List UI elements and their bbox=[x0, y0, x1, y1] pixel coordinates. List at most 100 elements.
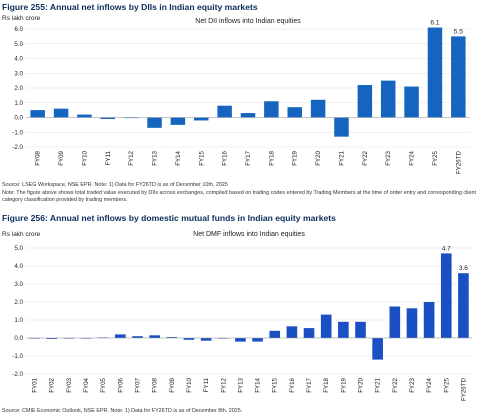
x-tick-label: FY16 bbox=[222, 150, 229, 165]
x-tick-label: FY08 bbox=[35, 150, 42, 165]
bar-fy16 bbox=[286, 326, 298, 338]
x-tick-label: FY19 bbox=[340, 377, 347, 392]
bar-fy20 bbox=[355, 321, 366, 338]
dmf-inflows-chart: Rs lakh crore Net DMF inflows into Indian… bbox=[2, 231, 472, 401]
bar-fy02 bbox=[46, 338, 58, 339]
y-tick-label: 6.0 bbox=[14, 26, 23, 33]
x-tick-label: FY15 bbox=[272, 377, 279, 392]
x-tick-label: FY07 bbox=[135, 377, 142, 392]
bar-fy17 bbox=[303, 328, 315, 338]
bar-fy15 bbox=[269, 330, 281, 338]
x-tick-label: FY10 bbox=[81, 150, 88, 165]
x-tick-label: FY16 bbox=[289, 377, 296, 392]
y-tick-label: 2.0 bbox=[14, 85, 23, 92]
x-tick-label: FY10 bbox=[186, 377, 193, 392]
x-tick-label: FY03 bbox=[66, 377, 73, 392]
bar-fy08 bbox=[30, 110, 45, 118]
y-tick-label: 5.0 bbox=[14, 41, 23, 48]
bar-fy22 bbox=[389, 306, 401, 338]
y-tick-label: -2.0 bbox=[12, 371, 23, 378]
x-tick-label: FY11 bbox=[105, 150, 112, 165]
bar-fy08 bbox=[149, 335, 160, 338]
bar-fy24 bbox=[423, 302, 435, 338]
bar-fy26td bbox=[458, 273, 469, 338]
x-tick-label: FY25 bbox=[443, 377, 450, 392]
y-axis-unit-label: Rs lakh crore bbox=[2, 231, 41, 238]
chart-title: Net DII inflows into Indian equities bbox=[195, 18, 301, 25]
bar-fy19 bbox=[287, 107, 302, 118]
x-tick-label: FY20 bbox=[315, 150, 322, 165]
bar-fy26td bbox=[451, 36, 466, 118]
x-tick-label: FY18 bbox=[268, 150, 275, 165]
bar-fy23 bbox=[380, 80, 396, 118]
x-tick-label: FY14 bbox=[255, 377, 262, 392]
figure-256-title: Figure 256: Annual net inflows by domest… bbox=[2, 213, 336, 223]
x-tick-label: FY24 bbox=[409, 150, 416, 165]
figure-255-title: Figure 255: Annual net inflows by DIIs i… bbox=[2, 2, 258, 12]
bar-fy07 bbox=[132, 336, 143, 338]
bar-fy21 bbox=[372, 338, 383, 360]
bar-fy19 bbox=[338, 321, 349, 338]
x-tick-label: FY18 bbox=[323, 377, 330, 392]
x-tick-label: FY09 bbox=[169, 377, 176, 392]
y-tick-label: 3.0 bbox=[14, 281, 23, 288]
y-tick-label: 4.0 bbox=[14, 56, 23, 63]
bar-fy10 bbox=[77, 114, 92, 118]
x-tick-label: FY17 bbox=[245, 150, 252, 165]
bar-fy15 bbox=[194, 117, 209, 121]
figure-255-source: Source: LSEG Workspace, NSE EPR. Note: 1… bbox=[2, 182, 228, 188]
y-tick-label: 0.0 bbox=[14, 115, 23, 122]
x-tick-label: FY21 bbox=[375, 377, 382, 392]
x-tick-label: FY09 bbox=[58, 150, 65, 165]
x-tick-label: FY23 bbox=[385, 150, 392, 165]
x-tick-label: FY20 bbox=[358, 377, 365, 392]
x-tick-label: FY19 bbox=[292, 150, 299, 165]
y-axis-unit-label: Rs lakh crore bbox=[2, 15, 41, 22]
bar-fy13 bbox=[235, 338, 246, 342]
dii-inflows-chart: Rs lakh crore Net DII inflows into Indian… bbox=[2, 15, 470, 174]
data-label: 4.7 bbox=[442, 245, 451, 252]
y-tick-label: 0.0 bbox=[14, 335, 23, 342]
bar-fy21 bbox=[334, 117, 349, 137]
bar-fy09 bbox=[166, 337, 178, 338]
data-label: 5.5 bbox=[454, 28, 463, 35]
x-tick-label: FY26TD bbox=[455, 150, 462, 174]
x-tick-label: FY13 bbox=[237, 377, 244, 392]
bar-fy20 bbox=[310, 99, 326, 118]
bar-fy10 bbox=[183, 338, 195, 340]
x-tick-label: FY11 bbox=[203, 377, 210, 392]
y-tick-label: -2.0 bbox=[12, 144, 23, 151]
y-tick-label: 4.0 bbox=[14, 263, 23, 270]
x-tick-label: FY14 bbox=[175, 150, 182, 165]
x-tick-label: FY02 bbox=[49, 377, 56, 392]
bar-fy22 bbox=[357, 85, 373, 118]
bar-fy13 bbox=[147, 117, 162, 128]
x-tick-label: FY23 bbox=[409, 377, 416, 392]
bar-fy16 bbox=[217, 105, 232, 118]
bar-fy17 bbox=[240, 113, 256, 118]
bar-fy24 bbox=[404, 86, 419, 118]
figure-256-source: Source: CMIE Economic Outlook, NSE EPR. … bbox=[2, 408, 243, 414]
y-tick-label: 1.0 bbox=[14, 317, 23, 324]
x-tick-label: FY24 bbox=[426, 377, 433, 392]
y-tick-label: -1.0 bbox=[12, 129, 23, 136]
x-tick-label: FY12 bbox=[128, 150, 135, 165]
data-label: 3.6 bbox=[459, 265, 468, 272]
x-tick-label: FY13 bbox=[152, 150, 159, 165]
x-tick-label: FY01 bbox=[32, 377, 39, 392]
y-tick-label: -1.0 bbox=[12, 353, 23, 360]
bar-fy11 bbox=[100, 117, 116, 119]
y-tick-label: 2.0 bbox=[14, 299, 23, 306]
x-tick-label: FY26TD bbox=[460, 377, 467, 401]
data-label: 6.1 bbox=[430, 20, 439, 27]
x-tick-label: FY21 bbox=[338, 150, 345, 165]
bar-fy18 bbox=[320, 314, 332, 338]
y-tick-label: 5.0 bbox=[14, 245, 23, 252]
x-tick-label: FY22 bbox=[362, 150, 369, 165]
y-tick-label: 1.0 bbox=[14, 100, 23, 107]
x-tick-label: FY08 bbox=[152, 377, 159, 392]
x-tick-label: FY06 bbox=[117, 377, 124, 392]
x-tick-label: FY12 bbox=[220, 377, 227, 392]
figure-255-note: Note: The figure above shows total trade… bbox=[2, 190, 476, 203]
bar-fy11 bbox=[200, 338, 212, 341]
